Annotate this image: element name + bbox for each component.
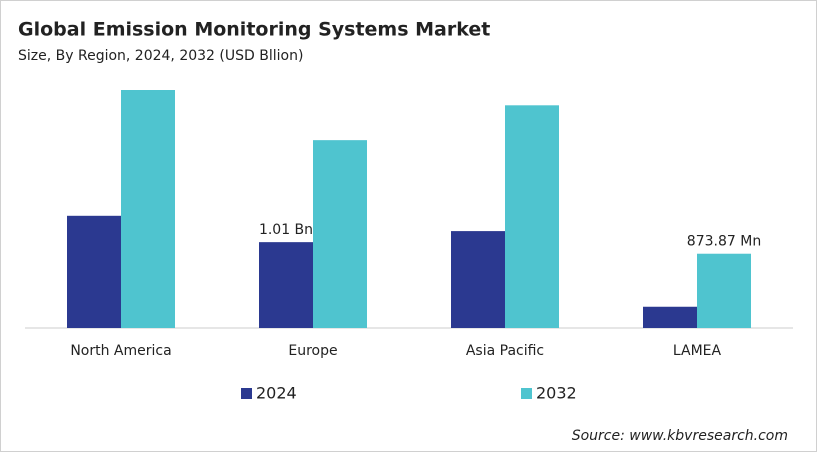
bar [259, 242, 313, 328]
bar [451, 231, 505, 328]
legend-label: 2024 [256, 384, 297, 403]
chart-subtitle: Size, By Region, 2024, 2032 (USD Bllion) [18, 48, 303, 64]
chart-title: Global Emission Monitoring Systems Marke… [18, 19, 490, 41]
x-tick-label: Asia Pacific [466, 343, 544, 359]
legend-swatch [521, 388, 532, 399]
bar [67, 215, 121, 328]
x-tick-label: Europe [288, 343, 337, 359]
value-label: 1.01 Bn [259, 222, 313, 238]
bar [313, 140, 367, 328]
x-tick-label: North America [70, 343, 171, 359]
bar [121, 90, 175, 328]
legend-label: 2032 [536, 384, 577, 403]
bar [643, 306, 697, 328]
legend-swatch [241, 388, 252, 399]
bar [505, 105, 559, 328]
bar [697, 253, 751, 328]
source: Source: www.kbvresearch.com [572, 428, 788, 444]
value-label: 873.87 Mn [687, 234, 761, 250]
x-tick-label: LAMEA [673, 343, 722, 359]
